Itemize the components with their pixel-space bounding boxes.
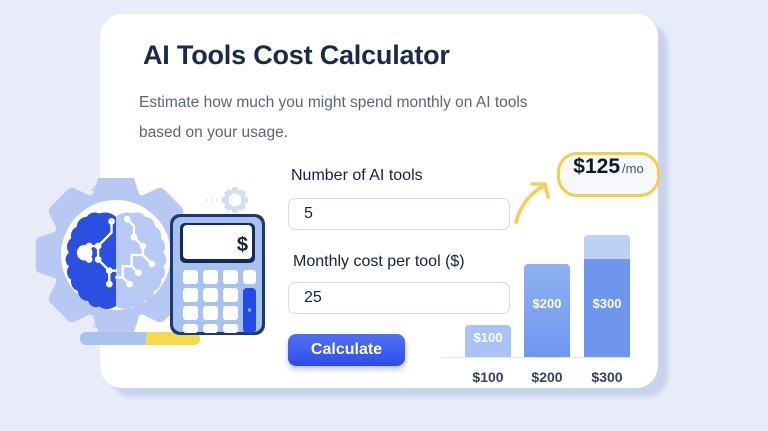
svg-text:$: $ bbox=[237, 234, 248, 256]
